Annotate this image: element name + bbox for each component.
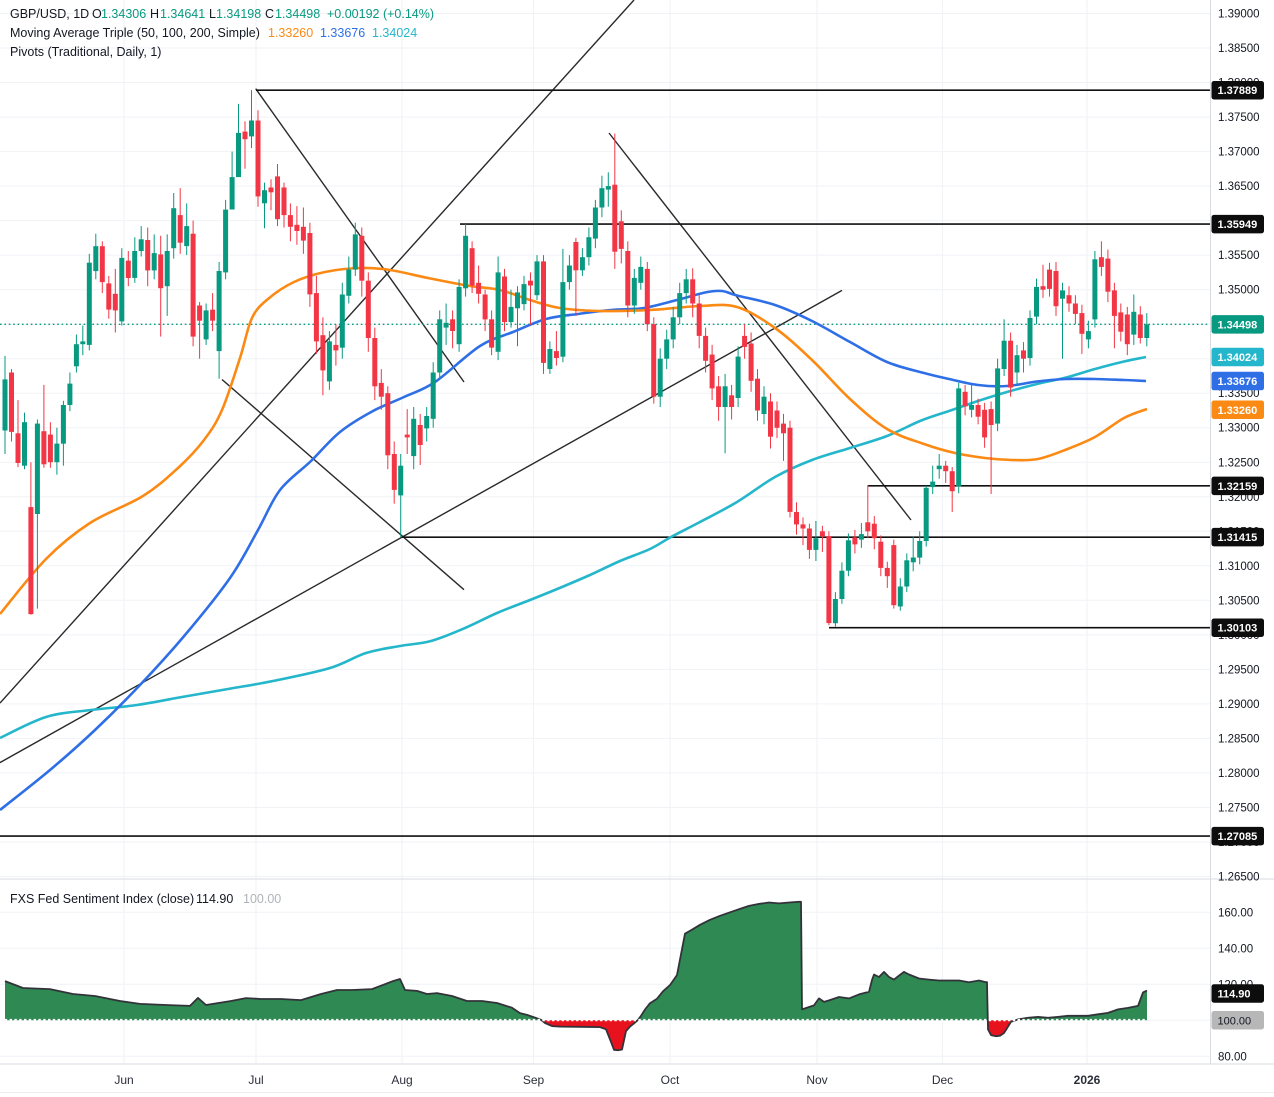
svg-text:1.27500: 1.27500 <box>1218 803 1260 815</box>
svg-text:1.35000: 1.35000 <box>1218 285 1260 297</box>
svg-text:1.32500: 1.32500 <box>1218 457 1260 469</box>
svg-text:1.33676: 1.33676 <box>1218 376 1258 388</box>
svg-text:Pivots (Traditional, Daily, 1): Pivots (Traditional, Daily, 1) <box>10 45 161 59</box>
svg-text:Jun: Jun <box>114 1073 133 1087</box>
svg-text:1.33500: 1.33500 <box>1218 388 1260 400</box>
svg-text:1.37500: 1.37500 <box>1218 112 1260 124</box>
svg-text:1.34024: 1.34024 <box>372 26 417 40</box>
svg-text:1.34024: 1.34024 <box>1218 352 1259 364</box>
svg-text:100.00: 100.00 <box>1218 1015 1252 1027</box>
svg-text:1.33260: 1.33260 <box>1218 405 1258 417</box>
svg-text:1.33260: 1.33260 <box>268 26 313 40</box>
svg-text:1.32159: 1.32159 <box>1218 481 1258 493</box>
svg-text:1.36500: 1.36500 <box>1218 181 1260 193</box>
svg-text:160.00: 160.00 <box>1218 907 1253 919</box>
svg-text:1.33000: 1.33000 <box>1218 423 1260 435</box>
svg-text:1.37889: 1.37889 <box>1218 85 1258 97</box>
svg-text:Oct: Oct <box>661 1073 680 1087</box>
svg-text:1.35949: 1.35949 <box>1218 219 1258 231</box>
svg-text:Jul: Jul <box>248 1073 263 1087</box>
svg-text:1.35500: 1.35500 <box>1218 250 1260 262</box>
svg-text:114.90: 114.90 <box>1218 989 1251 1001</box>
svg-text:1.31415: 1.31415 <box>1218 532 1258 544</box>
svg-text:1.34306: 1.34306 <box>101 7 146 21</box>
svg-text:GBP/USD, 1D: GBP/USD, 1D <box>10 7 89 21</box>
svg-text:1.37000: 1.37000 <box>1218 147 1260 159</box>
svg-text:1.27085: 1.27085 <box>1218 831 1258 843</box>
svg-text:140.00: 140.00 <box>1218 943 1253 955</box>
svg-text:Nov: Nov <box>806 1073 827 1087</box>
svg-text:1.34498: 1.34498 <box>1218 319 1258 331</box>
svg-text:C: C <box>265 7 274 21</box>
svg-text:Aug: Aug <box>391 1073 412 1087</box>
svg-text:1.34498: 1.34498 <box>275 7 320 21</box>
svg-text:L: L <box>209 7 216 21</box>
svg-text:FXS Fed Sentiment Index (close: FXS Fed Sentiment Index (close) <box>10 892 194 906</box>
svg-text:80.00: 80.00 <box>1218 1051 1247 1063</box>
svg-text:1.30103: 1.30103 <box>1218 623 1258 635</box>
svg-text:1.38500: 1.38500 <box>1218 43 1260 55</box>
svg-text:1.33676: 1.33676 <box>320 26 365 40</box>
svg-text:1.30500: 1.30500 <box>1218 595 1260 607</box>
svg-text:1.28000: 1.28000 <box>1218 768 1260 780</box>
svg-text:1.29500: 1.29500 <box>1218 664 1260 676</box>
svg-text:1.34641: 1.34641 <box>160 7 205 21</box>
svg-text:Dec: Dec <box>932 1073 953 1087</box>
svg-text:2026: 2026 <box>1074 1073 1101 1087</box>
svg-text:O: O <box>92 7 102 21</box>
svg-text:Moving Average Triple (50, 100: Moving Average Triple (50, 100, 200, Sim… <box>10 26 260 40</box>
svg-text:100.00: 100.00 <box>243 892 281 906</box>
svg-text:1.39000: 1.39000 <box>1218 9 1260 21</box>
svg-text:1.34198: 1.34198 <box>216 7 261 21</box>
svg-text:114.90: 114.90 <box>196 892 233 906</box>
svg-text:1.29000: 1.29000 <box>1218 699 1260 711</box>
svg-text:H: H <box>150 7 159 21</box>
svg-text:+0.00192 (+0.14%): +0.00192 (+0.14%) <box>327 7 434 21</box>
svg-text:1.31000: 1.31000 <box>1218 561 1260 573</box>
svg-text:1.28500: 1.28500 <box>1218 733 1260 745</box>
svg-text:Sep: Sep <box>523 1073 545 1087</box>
svg-text:1.26500: 1.26500 <box>1218 872 1260 884</box>
